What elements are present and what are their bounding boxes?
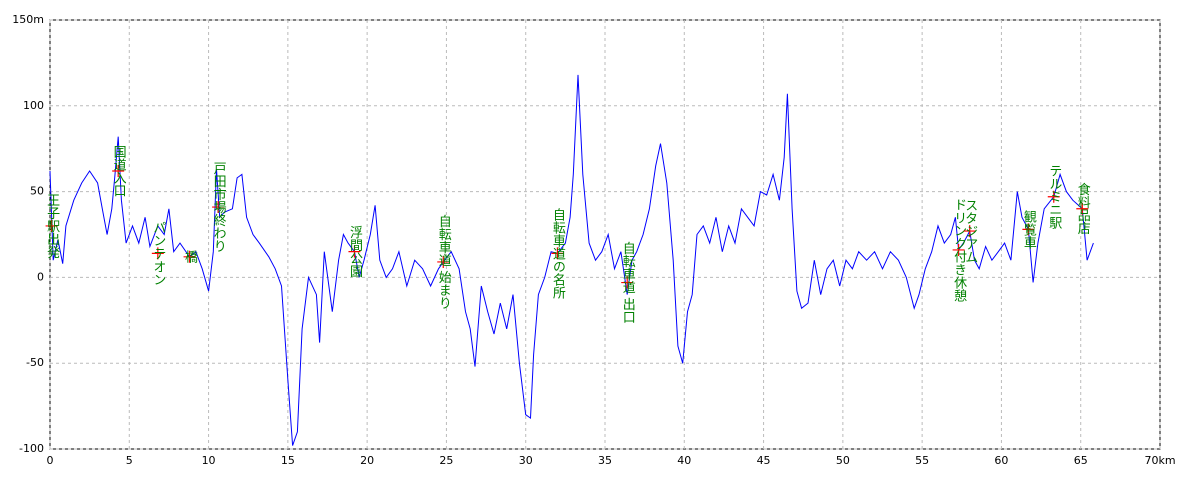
x-tick-label: 45 bbox=[757, 454, 771, 467]
x-tick-label: 65 bbox=[1074, 454, 1088, 467]
waypoint-marker bbox=[45, 219, 58, 232]
waypoint-label: 食料品店 bbox=[1075, 182, 1091, 235]
waypoint-marker bbox=[183, 250, 196, 263]
waypoint-marker bbox=[1022, 223, 1035, 236]
y-tick-label: 100 bbox=[23, 99, 44, 112]
waypoint-marker bbox=[1076, 202, 1089, 215]
x-tick-label: 0 bbox=[47, 454, 54, 467]
waypoint-label: 王子駅出発 bbox=[44, 193, 60, 259]
elevation-line bbox=[49, 74, 1094, 446]
waypoint-label: 戸田市場終わり bbox=[211, 162, 227, 253]
x-tick-label: 5 bbox=[126, 454, 133, 467]
waypoint-marker bbox=[212, 201, 225, 214]
y-tick-label: -50 bbox=[26, 356, 44, 369]
waypoint-marker bbox=[621, 276, 634, 289]
waypoint-label: 観覧車 bbox=[1021, 210, 1037, 249]
x-tick-label: 30 bbox=[519, 454, 533, 467]
x-tick-label: 70km bbox=[1144, 454, 1175, 467]
waypoint-label: 国道入口 bbox=[111, 145, 127, 197]
x-tick-label: 55 bbox=[915, 454, 929, 467]
x-tick-label: 15 bbox=[281, 454, 295, 467]
x-tick-label: 35 bbox=[598, 454, 612, 467]
waypoint-marker bbox=[952, 243, 965, 256]
waypoint-label: 自転車道の名所 bbox=[550, 208, 566, 299]
waypoint-label: ドリンク付き休憩 bbox=[951, 198, 967, 302]
waypoint-marker bbox=[551, 247, 564, 260]
y-tick-label: 150m bbox=[12, 13, 44, 26]
plot-area bbox=[49, 19, 1161, 450]
waypoint-label: 自転車道 始まり bbox=[436, 214, 452, 310]
waypoint-marker bbox=[437, 255, 450, 268]
waypoint-marker bbox=[112, 165, 125, 178]
waypoint-label: 自転車道 出口 bbox=[620, 241, 636, 324]
y-tick-label: -100 bbox=[19, 442, 44, 455]
waypoint-marker bbox=[1047, 190, 1060, 203]
x-tick-label: 40 bbox=[677, 454, 691, 467]
waypoint-label: 浮間公園 bbox=[347, 226, 363, 278]
x-tick-label: 25 bbox=[439, 454, 453, 467]
x-tick-label: 50 bbox=[836, 454, 850, 467]
waypoint-label: 橋 bbox=[182, 250, 198, 264]
y-tick-label: 0 bbox=[37, 270, 44, 283]
waypoint-marker bbox=[348, 245, 361, 258]
waypoint-marker bbox=[963, 225, 976, 238]
waypoint-marker bbox=[151, 247, 164, 260]
waypoint-label: テルミニ駅 bbox=[1046, 164, 1062, 230]
y-tick-label: 50 bbox=[30, 185, 44, 198]
x-tick-label: 20 bbox=[360, 454, 374, 467]
waypoint-label: パンテオン bbox=[150, 221, 166, 286]
x-tick-label: 10 bbox=[202, 454, 216, 467]
waypoint-label: スタジアム bbox=[962, 199, 977, 264]
x-tick-label: 60 bbox=[994, 454, 1008, 467]
